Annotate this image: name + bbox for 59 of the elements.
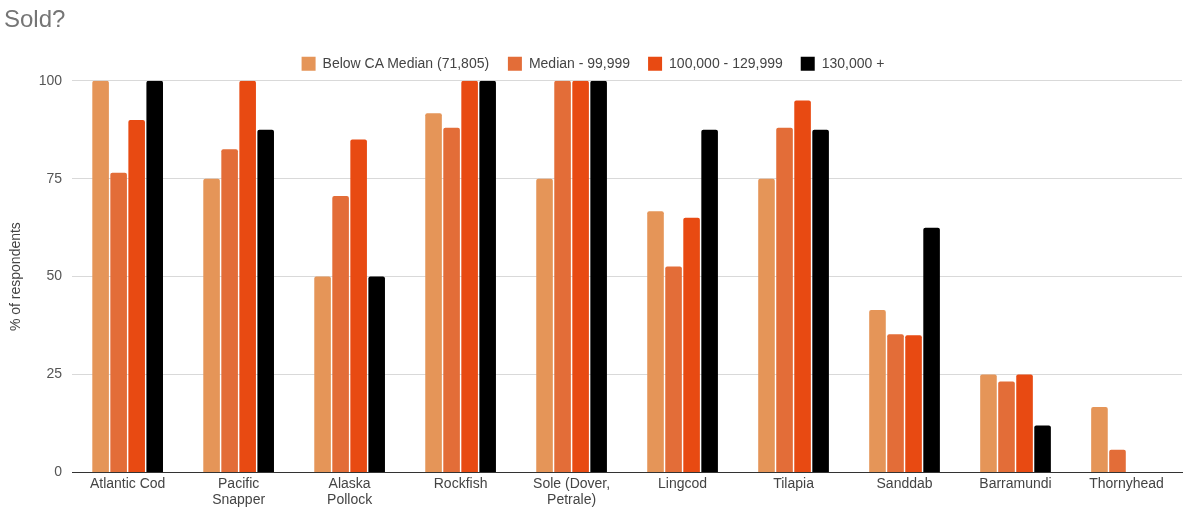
y-tick-label: 25 [46,365,63,382]
x-tick-label: Tilapia [773,474,815,491]
chart-title: Sold? [4,5,66,33]
bar [554,80,571,472]
bar [794,100,811,472]
x-tick-label: Pacific Snapper [212,474,266,508]
bar [1109,449,1126,472]
x-tick-label: Sole (Dover, Petrale) [533,474,611,508]
y-tick-label: 100 [38,71,63,88]
bar [590,80,607,472]
y-tick-label: 75 [46,169,63,186]
bar [758,178,775,472]
bar [665,266,682,472]
bar [536,178,553,472]
bar [683,217,700,472]
bar [1016,374,1033,472]
bar [998,381,1015,472]
bar [812,129,829,472]
bar [479,80,496,472]
bar [776,127,793,472]
bar [128,119,145,472]
y-tick-label: 0 [54,463,63,480]
bar [146,80,163,472]
bar [1034,425,1051,472]
legend-label: 100,000 - 129,999 [669,54,783,71]
bar [257,129,274,472]
bar [425,113,442,472]
bar [1091,407,1108,472]
bar [221,149,238,472]
legend-label: Median - 99,999 [528,54,631,71]
bar [647,211,664,472]
x-tick-label: Barramundi [979,474,1052,491]
x-tick-label: Sanddab [876,474,933,491]
legend-label: Below CA Median (71,805) [322,54,490,71]
x-tick-label: Alaska Pollock [327,474,374,508]
x-tick-label: Rockfish [433,474,488,491]
bar [461,80,478,472]
bar [869,309,886,472]
bar [572,80,589,472]
bar [980,374,997,472]
y-axis-title: % of respondents [7,222,24,332]
bar [239,80,256,472]
bar [905,335,922,472]
x-tick-label: Lingcod [658,474,708,491]
x-tick-label: Atlantic Cod [89,474,166,491]
legend-label: 130,000 + [821,54,885,71]
bar [368,276,385,472]
bar [701,129,718,472]
bar [923,227,940,472]
bar [92,80,109,472]
bar [443,127,460,472]
y-tick-label: 50 [46,267,63,284]
bar [350,139,367,472]
bar [332,195,349,472]
x-tick-label: Thornyhead [1089,474,1164,491]
bar [887,334,904,472]
bar [203,178,220,472]
bar [314,276,331,472]
bar [110,172,127,472]
